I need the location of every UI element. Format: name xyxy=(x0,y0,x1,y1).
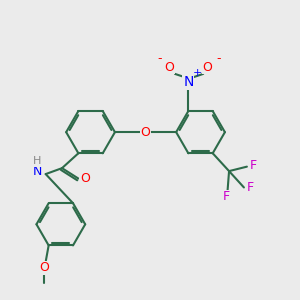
Text: -: - xyxy=(157,52,161,65)
Text: +: + xyxy=(193,68,203,78)
Text: O: O xyxy=(141,126,151,139)
Text: H: H xyxy=(33,156,41,166)
Text: O: O xyxy=(203,61,213,74)
Text: O: O xyxy=(80,172,90,185)
Text: F: F xyxy=(247,181,254,194)
Text: N: N xyxy=(33,165,42,178)
Text: N: N xyxy=(183,75,194,89)
Text: O: O xyxy=(39,261,49,274)
Text: -: - xyxy=(216,52,221,65)
Text: F: F xyxy=(223,190,230,203)
Text: O: O xyxy=(164,61,174,74)
Text: F: F xyxy=(250,159,257,172)
